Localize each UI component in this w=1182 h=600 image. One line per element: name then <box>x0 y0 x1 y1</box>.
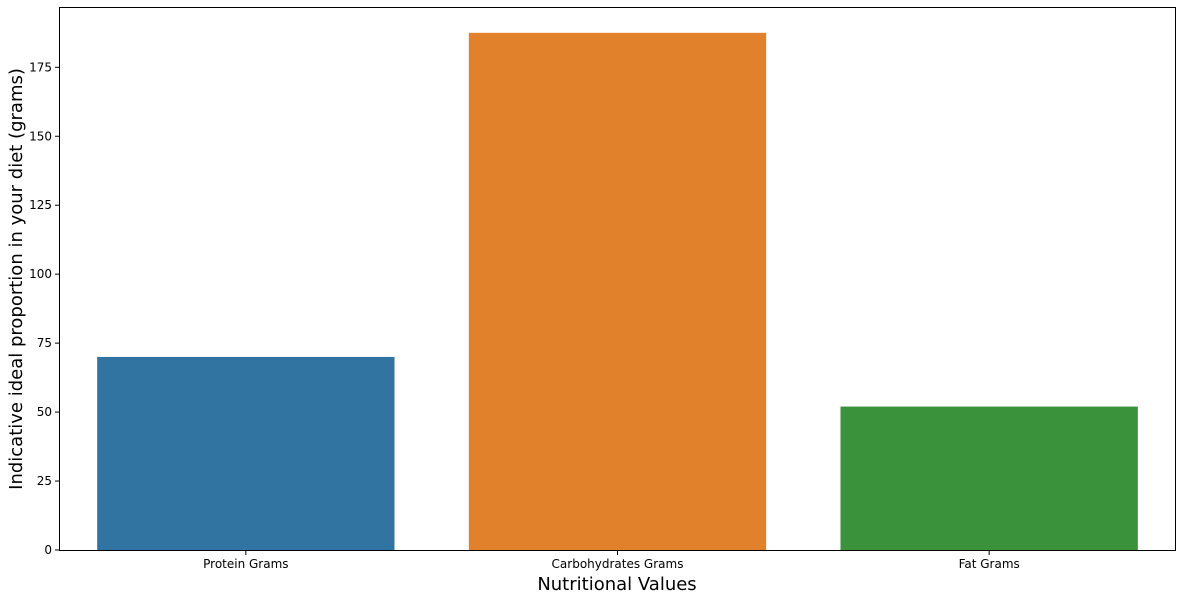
y-tick-label: 75 <box>37 336 52 350</box>
bar-fat-grams <box>840 406 1138 550</box>
y-tick-label: 150 <box>29 129 52 143</box>
x-tick-label: Fat Grams <box>959 557 1020 571</box>
x-tick-label: Protein Grams <box>203 557 288 571</box>
y-axis: 0 25 50 75 100 125 150 175 <box>29 60 60 557</box>
bars-group <box>97 32 1138 551</box>
x-axis: Protein Grams Carbohydrates Grams Fat Gram… <box>203 550 1020 571</box>
y-tick-label: 0 <box>44 543 52 557</box>
y-tick-label: 25 <box>37 474 52 488</box>
y-tick-label: 50 <box>37 405 52 419</box>
y-axis-label: Indicative ideal proportion in your diet… <box>6 68 27 490</box>
y-tick-label: 175 <box>29 60 52 74</box>
bar-carbohydrates-grams <box>468 32 767 551</box>
y-tick-label: 100 <box>29 267 52 281</box>
bar-protein-grams <box>97 356 395 550</box>
x-tick-label: Carbohydrates Grams <box>552 557 684 571</box>
y-tick-label: 125 <box>29 198 52 212</box>
x-axis-label: Nutritional Values <box>537 574 696 595</box>
